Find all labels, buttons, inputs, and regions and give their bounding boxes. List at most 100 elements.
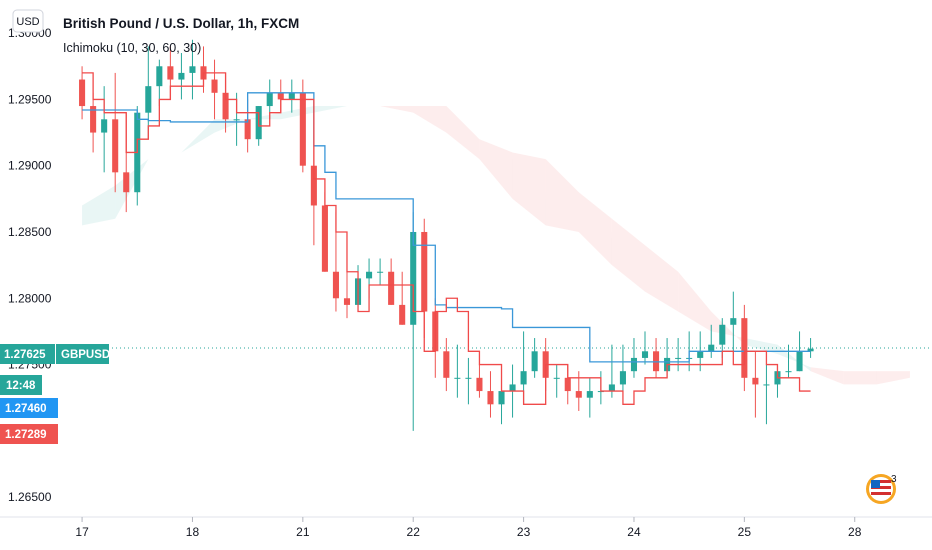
candle-bull <box>763 384 770 386</box>
candle-bear <box>741 318 748 378</box>
candle-bear <box>564 377 571 392</box>
base-line <box>82 92 811 363</box>
symbol-badge: GBPUSD <box>56 344 110 364</box>
y-tick-label: 1.28000 <box>8 291 52 305</box>
cloud-segment-bear <box>810 367 844 385</box>
candle-bull <box>377 271 384 273</box>
x-tick-label: 22 <box>407 525 421 539</box>
candle-bear <box>487 391 494 405</box>
candle-bull <box>807 348 814 352</box>
candle-bear <box>277 92 284 100</box>
candle-bear <box>443 351 450 378</box>
candle-bear <box>112 119 119 173</box>
cloud-segment-bull <box>280 106 314 120</box>
candle-bull <box>586 391 593 398</box>
ichimoku-lines <box>82 72 811 405</box>
candle-bear <box>167 66 174 80</box>
candle-bear <box>421 231 428 312</box>
candle-bear <box>299 92 306 166</box>
cloud-segment-bear <box>380 106 414 113</box>
candle-bull <box>178 72 185 80</box>
x-tick-label: 18 <box>186 525 200 539</box>
countdown-value: 12:48 <box>6 380 36 392</box>
candle-bear <box>321 205 328 272</box>
baseline-value: 1.27460 <box>5 403 47 415</box>
candle-bull <box>288 92 295 100</box>
conversion-line <box>82 72 811 405</box>
cloud-segment-bull <box>247 112 281 120</box>
symbol-label: GBPUSD <box>61 349 110 361</box>
cloud-segment-bear <box>611 218 646 292</box>
currency-button-label: USD <box>16 16 39 28</box>
candle-bear <box>211 79 218 93</box>
candle-bull <box>454 377 461 379</box>
x-tick-label: 23 <box>517 525 531 539</box>
cloud-segment-bear <box>413 106 447 133</box>
cloud-segment-bear <box>645 245 679 312</box>
cloud-segment-bull <box>777 344 811 372</box>
y-tick-label: 1.29000 <box>8 159 52 173</box>
cloud-segment-bear <box>545 159 579 232</box>
candle-bull <box>498 391 505 405</box>
candle-bull <box>553 377 560 379</box>
countdown-badge: 12:48 <box>0 375 42 395</box>
candle-bull <box>619 371 626 385</box>
x-tick-label: 24 <box>627 525 641 539</box>
currency-button[interactable]: USD <box>12 9 44 33</box>
ichimoku-cloud <box>82 106 910 385</box>
cloud-segment-bear <box>578 192 612 266</box>
candle-bear <box>310 165 317 206</box>
conversion-badge: 1.27289 <box>0 424 58 444</box>
candle-bear <box>90 106 97 133</box>
candle-bear <box>79 79 86 107</box>
x-tick-label: 21 <box>296 525 310 539</box>
candle-bull <box>531 351 538 372</box>
baseline-badge: 1.27460 <box>0 398 58 418</box>
cloud-segment-bear <box>711 311 745 345</box>
indicator-legend[interactable]: Ichimoku (10, 30, 60, 30) <box>63 41 201 55</box>
last-price-badge: 1.27625 <box>0 344 55 364</box>
candle-bull <box>708 344 715 352</box>
candle-bull <box>101 119 108 133</box>
y-tick-label: 1.29500 <box>8 92 52 106</box>
candle-bull <box>630 357 638 372</box>
candle-bull <box>145 86 152 113</box>
candle-bull <box>520 371 527 385</box>
us-flag-event-icon[interactable]: 3 <box>866 474 897 504</box>
x-tick-label: 25 <box>738 525 752 539</box>
candle-bull <box>233 119 240 121</box>
time-axis[interactable]: 17 18 21 22 23 24 25 28 <box>75 517 862 539</box>
event-count: 3 <box>891 474 897 485</box>
candle-bull <box>156 66 163 87</box>
cloud-segment-bull <box>115 159 149 219</box>
candle-bull <box>189 66 196 73</box>
candle-bear <box>222 92 229 120</box>
candlesticks <box>79 39 814 431</box>
candle-bear <box>343 298 351 305</box>
candle-bear <box>388 271 395 305</box>
chart-title: British Pound / U.S. Dollar, 1h, FXCM <box>63 16 299 31</box>
cloud-segment-bull <box>181 119 215 153</box>
candle-bull <box>641 351 649 358</box>
candle-bear <box>244 119 251 140</box>
candle-bull <box>465 377 472 379</box>
cloud-segment-bear <box>446 106 480 160</box>
cloud-segment-bear <box>512 152 546 226</box>
y-tick-label: 1.28500 <box>8 225 52 239</box>
price-axis[interactable]: 1.300001.295001.290001.285001.280001.275… <box>8 26 52 504</box>
candle-bear <box>332 271 339 299</box>
last-price-value: 1.27625 <box>4 349 46 361</box>
candle-bull <box>608 384 615 392</box>
candle-bear <box>752 377 759 385</box>
cloud-segment-bear <box>876 371 910 385</box>
candle-bear <box>399 304 406 325</box>
candle-bear <box>575 391 582 398</box>
candle-bear <box>123 172 130 193</box>
candle-bull <box>366 271 373 279</box>
candle-bull <box>730 318 737 325</box>
cloud-segment-bull <box>744 338 778 354</box>
cloud-segment-bull <box>82 185 116 226</box>
candle-bull <box>266 92 273 107</box>
candle-bull <box>410 231 417 325</box>
